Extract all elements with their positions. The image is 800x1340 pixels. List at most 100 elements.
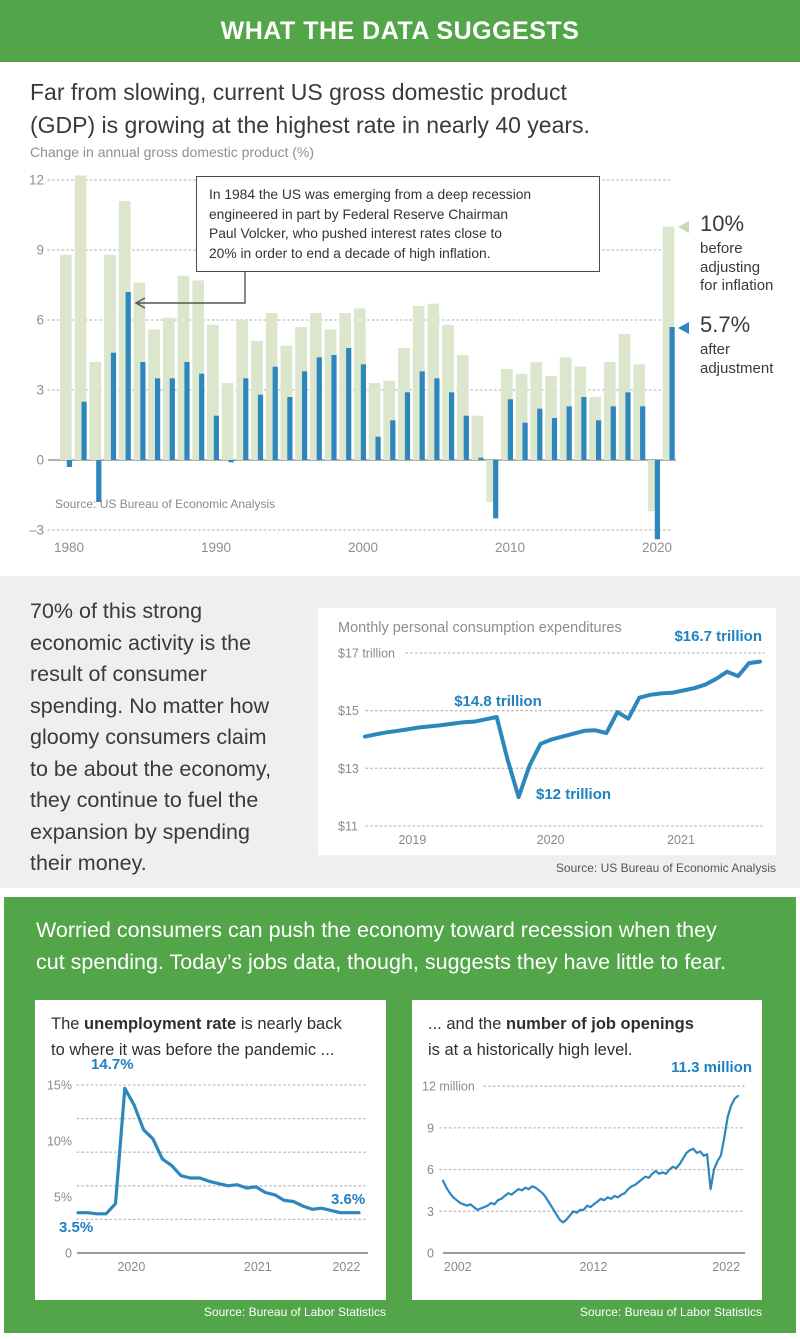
gdp-real-bar <box>66 460 72 467</box>
gdp-real-bar <box>243 378 249 460</box>
x-tick-label: 2020 <box>117 1260 145 1274</box>
pce-trough-label: $12 trillion <box>536 786 612 803</box>
gdp-real-bar <box>419 371 425 460</box>
gdp-nominal-bar <box>589 397 601 460</box>
gdp-annotation-box: In 1984 the US was emerging from a deep … <box>196 176 600 273</box>
gdp-nominal-bar <box>456 355 469 460</box>
data-line <box>76 1086 361 1216</box>
gdp-nominal-bar <box>221 383 234 460</box>
gdp-nominal-bar <box>162 317 175 460</box>
gdp-nominal-bar <box>324 329 337 460</box>
x-tick-label: 1980 <box>54 540 84 555</box>
gdp-real-bar <box>537 408 543 460</box>
x-tick-label: 2022 <box>712 1260 740 1274</box>
y-tick-label: 12 million <box>422 1080 475 1094</box>
y-tick-label: 0 <box>65 1247 72 1261</box>
gdp-real-bar <box>213 415 219 460</box>
gdp-nominal-bar <box>309 313 322 460</box>
gdp-real-bar <box>346 348 352 460</box>
x-tick-label: 2012 <box>579 1260 607 1274</box>
x-tick-label: 2021 <box>667 833 695 847</box>
unemployment-card-title: The unemployment rate is nearly back to … <box>51 1012 373 1063</box>
consumer-spending-paragraph: 70% of this strong economic activity is … <box>30 599 272 875</box>
y-tick-label: 9 <box>36 243 44 258</box>
x-tick-label: 2020 <box>642 540 672 555</box>
y-tick-label: –3 <box>29 523 44 538</box>
gdp-real-bar <box>272 366 278 460</box>
gdp-nominal-bar <box>442 324 454 460</box>
gdp-nominal-bar <box>486 460 498 502</box>
gdp-nominal-bar <box>574 366 587 460</box>
annotation-connector <box>137 270 246 304</box>
gdp-nominal-bar <box>280 345 293 460</box>
gdp-real-bar <box>169 378 175 460</box>
gdp-source: Source: US Bureau of Economic Analysis <box>55 497 276 511</box>
job-openings-line-chart: 12 million 9 6 3 0 2002 2012 2022 <box>422 1080 746 1274</box>
gdp-nominal-bar <box>177 275 190 460</box>
title-pre: The <box>51 1015 85 1033</box>
y-tick-label: 0 <box>36 453 44 468</box>
gdp-nominal-bar <box>368 383 381 460</box>
gdp-real-bar <box>331 355 337 460</box>
data-line <box>441 1094 740 1224</box>
gdp-nominal-bar <box>74 175 87 460</box>
gdp-nominal-bar <box>118 201 131 460</box>
y-tick-label: $13 <box>338 762 359 776</box>
gdp-chart-subtitle: Change in annual gross domestic product … <box>30 144 315 160</box>
gdp-nominal-bar <box>515 373 528 460</box>
gdp-real-bar <box>404 392 411 460</box>
x-tick-label: 2010 <box>495 540 525 555</box>
page-title: WHAT THE DATA SUGGESTS <box>220 16 580 45</box>
gdp-nominal-bar <box>412 306 425 460</box>
y-tick-label: 10% <box>47 1135 72 1149</box>
gdp-nominal-bar <box>295 327 307 460</box>
title-pre: ... and the <box>428 1015 506 1033</box>
gdp-real-bar <box>375 436 381 460</box>
pce-peak-label: $14.8 trillion <box>454 693 542 710</box>
gdp-real-bar <box>184 362 190 460</box>
title-rest: is nearly back <box>236 1015 342 1033</box>
gdp-nominal-bar <box>501 369 513 460</box>
gdp-nominal-bar <box>471 415 484 460</box>
x-tick-label: 2022 <box>332 1260 360 1274</box>
y-tick-label: 6 <box>427 1163 434 1177</box>
gdp-real-bar <box>449 392 455 460</box>
gdp-real-bar <box>610 406 616 460</box>
y-tick-label: 0 <box>427 1247 434 1261</box>
y-tick-label: 9 <box>427 1121 434 1135</box>
gdp-nominal-bar <box>603 362 616 460</box>
jobs-paragraph: Worried consumers can push the economy t… <box>36 918 727 974</box>
gdp-real-bar <box>96 460 102 502</box>
job-openings-source: Source: Bureau of Labor Statistics <box>579 1305 762 1319</box>
unemployment-start-label: 3.5% <box>59 1219 94 1236</box>
gdp-real-bar <box>434 378 440 460</box>
y-tick-label: 15% <box>47 1079 72 1093</box>
gdp-real-bar <box>581 397 587 460</box>
unemployment-source: Source: Bureau of Labor Statistics <box>203 1305 386 1319</box>
gdp-real-bar <box>669 327 675 460</box>
gdp-real-bar <box>110 352 117 460</box>
gdp-real-bar <box>551 418 558 460</box>
nominal-callout-arrow-icon <box>678 221 689 233</box>
y-tick-label: 3 <box>36 383 44 398</box>
intro-heading: Far from slowing, current US gross domes… <box>30 79 590 138</box>
x-tick-label: 2000 <box>348 540 378 555</box>
gdp-nominal-bar <box>148 329 160 460</box>
unemployment-card: The unemployment rate is nearly back to … <box>35 1000 386 1300</box>
gdp-real-bar <box>463 415 469 460</box>
data-line <box>363 659 762 800</box>
gdp-nominal-bar <box>104 254 116 460</box>
x-tick-label: 2002 <box>444 1260 472 1274</box>
x-tick-label: 2021 <box>244 1260 272 1274</box>
pce-source: Source: US Bureau of Economic Analysis <box>555 861 776 875</box>
gdp-real-bar <box>125 292 131 460</box>
title-line2: to where it was before the pandemic ... <box>51 1040 335 1059</box>
job-openings-card: ... and the number of job openings is at… <box>412 1000 762 1300</box>
gdp-real-bar <box>654 460 660 540</box>
gdp-nominal-bar <box>60 254 72 460</box>
unemployment-peak-label: 14.7% <box>91 1056 134 1073</box>
gdp-real-bar <box>287 397 293 460</box>
title-line2: is at a historically high level. <box>428 1040 633 1059</box>
header-band: WHAT THE DATA SUGGESTS <box>0 0 800 62</box>
